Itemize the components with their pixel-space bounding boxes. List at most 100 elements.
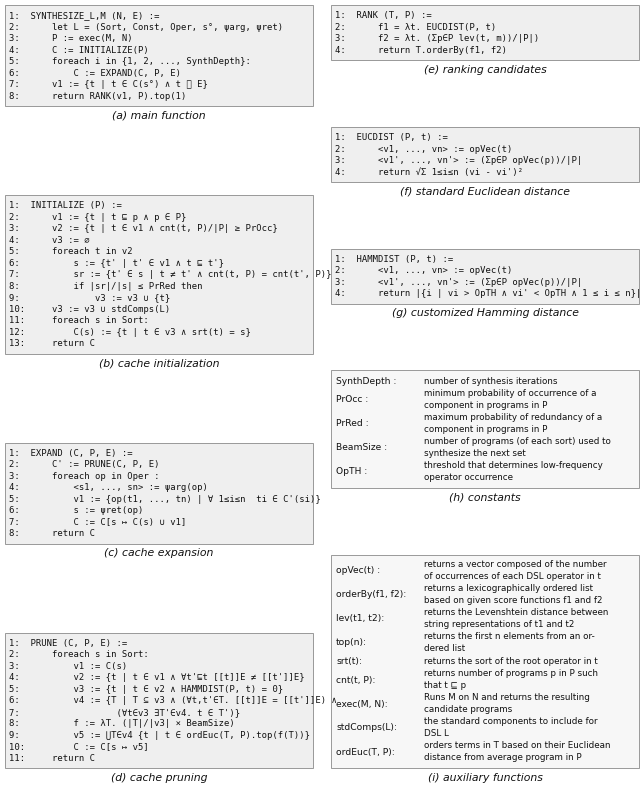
Text: lev(t1, t2):: lev(t1, t2): [336,614,384,623]
Text: 2:      v1 := {t | t ⊑ p ∧ p ∈ P}: 2: v1 := {t | t ⊑ p ∧ p ∈ P} [9,213,186,222]
Text: returns a vector composed of the number: returns a vector composed of the number [424,560,607,569]
Text: srt(t):: srt(t): [336,656,362,666]
Text: 1:  HAMMDIST (P, t) :=: 1: HAMMDIST (P, t) := [335,254,453,264]
Text: 10:     v3 := v3 ∪ stdComps(L): 10: v3 := v3 ∪ stdComps(L) [9,305,170,314]
Text: string representations of t1 and t2: string representations of t1 and t2 [424,620,574,629]
Text: 7:      v1 := {t | t ∈ C(s°) ∧ t ⊨ E}: 7: v1 := {t | t ∈ C(s°) ∧ t ⊨ E} [9,81,208,89]
Text: orders terms in T based on their Euclidean: orders terms in T based on their Euclide… [424,742,611,750]
Text: 8:      return RANK(v1, P).top(1): 8: return RANK(v1, P).top(1) [9,92,186,101]
Text: 1:  INITIALIZE (P) :=: 1: INITIALIZE (P) := [9,201,122,210]
Text: 8:      return C: 8: return C [9,529,95,538]
Text: dered list: dered list [424,644,465,653]
Text: (h) constants: (h) constants [449,493,521,502]
Text: ordEuc(T, P):: ordEuc(T, P): [336,747,395,757]
Text: 4:      v3 := ∅: 4: v3 := ∅ [9,235,90,245]
Text: 10:         C := C[s ↦ v5]: 10: C := C[s ↦ v5] [9,743,148,751]
Text: returns number of programs p in P such: returns number of programs p in P such [424,669,598,679]
Text: based on given score functions f1 and f2: based on given score functions f1 and f2 [424,596,602,605]
Text: 1:  EUCDIST (P, t) :=: 1: EUCDIST (P, t) := [335,133,448,142]
Text: 2:      <v1, ..., vn> := opVec(t): 2: <v1, ..., vn> := opVec(t) [335,266,513,275]
Text: (f) standard Euclidean distance: (f) standard Euclidean distance [400,186,570,197]
Text: 3:      P := exec(M, N): 3: P := exec(M, N) [9,34,132,43]
Text: 6:          s := ψret(op): 6: s := ψret(op) [9,506,143,515]
Text: BeamSize :: BeamSize : [336,443,387,452]
Text: 9:          v5 := ⋃T∈v4 {t | t ∈ ordEuc(T, P).top(f(T))}: 9: v5 := ⋃T∈v4 {t | t ∈ ordEuc(T, P).top… [9,731,310,739]
FancyBboxPatch shape [331,371,639,487]
Text: 7:          C := C[s ↦ C(s) ∪ v1]: 7: C := C[s ↦ C(s) ∪ v1] [9,517,186,527]
Text: 1:  EXPAND (C, P, E) :=: 1: EXPAND (C, P, E) := [9,449,132,457]
Text: SynthDepth :: SynthDepth : [336,377,396,386]
Text: of occurrences of each DSL operator in t: of occurrences of each DSL operator in t [424,572,601,581]
Text: 4:      return √Σ 1≤i≤n (vi - vi')²: 4: return √Σ 1≤i≤n (vi - vi')² [335,167,523,176]
Text: 6:          s := {t' | t' ∈ v1 ∧ t ⊑ t'}: 6: s := {t' | t' ∈ v1 ∧ t ⊑ t'} [9,259,224,268]
Text: PrRed :: PrRed : [336,419,369,428]
Text: returns a lexicographically ordered list: returns a lexicographically ordered list [424,584,593,593]
Text: 9:              v3 := v3 ∪ {t}: 9: v3 := v3 ∪ {t} [9,293,170,303]
Text: component in programs in P: component in programs in P [424,425,547,435]
Text: PrOcc :: PrOcc : [336,395,368,404]
Text: 4:      return T.orderBy(f1, f2): 4: return T.orderBy(f1, f2) [335,46,507,55]
Text: 5:      foreach i in {1, 2, ..., SynthDepth}:: 5: foreach i in {1, 2, ..., SynthDepth}: [9,57,251,66]
Text: (i) auxiliary functions: (i) auxiliary functions [428,773,543,783]
Text: 2:      let L = (Sort, Const, Oper, s°, ψarg, ψret): 2: let L = (Sort, Const, Oper, s°, ψarg,… [9,23,283,32]
Text: 2:      f1 = λt. EUCDIST(P, t): 2: f1 = λt. EUCDIST(P, t) [335,23,496,32]
Text: 2:      <v1, ..., vn> := opVec(t): 2: <v1, ..., vn> := opVec(t) [335,145,513,153]
Text: synthesize the next set: synthesize the next set [424,450,525,458]
Text: 5:          v1 := {op(t1, ..., tn) | ∀ 1≤i≤n  ti ∈ C'(si)}: 5: v1 := {op(t1, ..., tn) | ∀ 1≤i≤n ti ∈… [9,495,321,504]
Text: 8:          f := λT. (|T|/|v3| × BeamSize): 8: f := λT. (|T|/|v3| × BeamSize) [9,719,235,728]
Text: Runs M on N and returns the resulting: Runs M on N and returns the resulting [424,694,590,702]
Text: exec(M, N):: exec(M, N): [336,699,388,709]
Text: 3:      <v1', ..., vn'> := (Σp∈P opVec(p))/|P|: 3: <v1', ..., vn'> := (Σp∈P opVec(p))/|P… [335,278,582,287]
Text: number of programs (of each sort) used to: number of programs (of each sort) used t… [424,437,611,446]
Text: number of synthesis iterations: number of synthesis iterations [424,377,557,386]
Text: 3:      f2 = λt. (Σp∈P lev(t, m))/|P|): 3: f2 = λt. (Σp∈P lev(t, m))/|P|) [335,34,540,43]
Text: returns the sort of the root operator in t: returns the sort of the root operator in… [424,656,598,666]
Text: 6:          v4 := {T | T ⊆ v3 ∧ (∀t,t'∈T. [[t]]E = [[t']]E) ∧: 6: v4 := {T | T ⊆ v3 ∧ (∀t,t'∈T. [[t]]E … [9,696,337,705]
Text: 4:          <s1, ..., sn> := ψarg(op): 4: <s1, ..., sn> := ψarg(op) [9,483,208,492]
FancyBboxPatch shape [331,249,639,303]
Text: 3:          v1 := C(s): 3: v1 := C(s) [9,662,127,671]
Text: 8:          if |sr|/|s| ≤ PrRed then: 8: if |sr|/|s| ≤ PrRed then [9,282,202,291]
Text: (b) cache initialization: (b) cache initialization [99,359,220,368]
FancyBboxPatch shape [331,5,639,60]
Text: 2:      foreach s in Sort:: 2: foreach s in Sort: [9,650,148,659]
Text: stdComps(L):: stdComps(L): [336,724,397,732]
Text: 1:  PRUNE (C, P, E) :=: 1: PRUNE (C, P, E) := [9,639,127,648]
Text: 3:      <v1', ..., vn'> := (Σp∈P opVec(p))/|P|: 3: <v1', ..., vn'> := (Σp∈P opVec(p))/|P… [335,156,582,165]
Text: top(n):: top(n): [336,638,367,647]
Text: 3:      foreach op in Oper :: 3: foreach op in Oper : [9,472,159,481]
Text: (a) main function: (a) main function [112,111,206,121]
Text: DSL L: DSL L [424,729,449,739]
Text: 2:      C' := PRUNE(C, P, E): 2: C' := PRUNE(C, P, E) [9,461,159,469]
Text: distance from average program in P: distance from average program in P [424,754,582,762]
Text: the standard components to include for: the standard components to include for [424,717,598,727]
FancyBboxPatch shape [5,5,313,106]
Text: 4:          v2 := {t | t ∈ v1 ∧ ∀t'⊑t [[t]]E ≠ [[t']]E}: 4: v2 := {t | t ∈ v1 ∧ ∀t'⊑t [[t]]E ≠ [[… [9,673,305,683]
Text: 11:     foreach s in Sort:: 11: foreach s in Sort: [9,316,148,325]
Text: opVec(t) :: opVec(t) : [336,566,380,575]
Text: returns the Levenshtein distance between: returns the Levenshtein distance between [424,608,609,617]
Text: orderBy(f1, f2):: orderBy(f1, f2): [336,590,406,599]
Text: operator occurrence: operator occurrence [424,473,513,482]
Text: 4:      return |{i | vi > OpTH ∧ vi' < OpTH ∧ 1 ≤ i ≤ n}|: 4: return |{i | vi > OpTH ∧ vi' < OpTH ∧… [335,289,640,299]
Text: that t ⊑ p: that t ⊑ p [424,682,466,690]
Text: maximum probability of redundancy of a: maximum probability of redundancy of a [424,413,602,422]
Text: candidate programs: candidate programs [424,705,512,714]
Text: 13:     return C: 13: return C [9,339,95,348]
Text: 4:      C := INITIALIZE(P): 4: C := INITIALIZE(P) [9,46,148,55]
Text: OpTH :: OpTH : [336,467,367,476]
Text: 7:          sr := {t' ∈ s | t ≠ t' ∧ cnt(t, P) = cnt(t', P)}: 7: sr := {t' ∈ s | t ≠ t' ∧ cnt(t, P) = … [9,270,332,279]
FancyBboxPatch shape [5,442,313,544]
Text: (e) ranking candidates: (e) ranking candidates [424,65,547,75]
Text: 7:                  (∀t∈v3 ∃T'∈v4. t ∈ T')}: 7: (∀t∈v3 ∃T'∈v4. t ∈ T')} [9,708,240,717]
FancyBboxPatch shape [5,633,313,768]
Text: 5:          v3 := {t | t ∈ v2 ∧ HAMMDIST(P, t) = 0}: 5: v3 := {t | t ∈ v2 ∧ HAMMDIST(P, t) = … [9,685,283,694]
Text: 1:  RANK (T, P) :=: 1: RANK (T, P) := [335,11,432,21]
Text: 3:      v2 := {t | t ∈ v1 ∧ cnt(t, P)/|P| ≥ PrOcc}: 3: v2 := {t | t ∈ v1 ∧ cnt(t, P)/|P| ≥ P… [9,224,278,233]
Text: minimum probability of occurrence of a: minimum probability of occurrence of a [424,389,596,398]
FancyBboxPatch shape [331,555,639,768]
Text: returns the first n elements from an or-: returns the first n elements from an or- [424,632,595,641]
Text: threshold that determines low-frequency: threshold that determines low-frequency [424,461,603,470]
Text: 6:          C := EXPAND(C, P, E): 6: C := EXPAND(C, P, E) [9,69,181,77]
Text: component in programs in P: component in programs in P [424,401,547,410]
